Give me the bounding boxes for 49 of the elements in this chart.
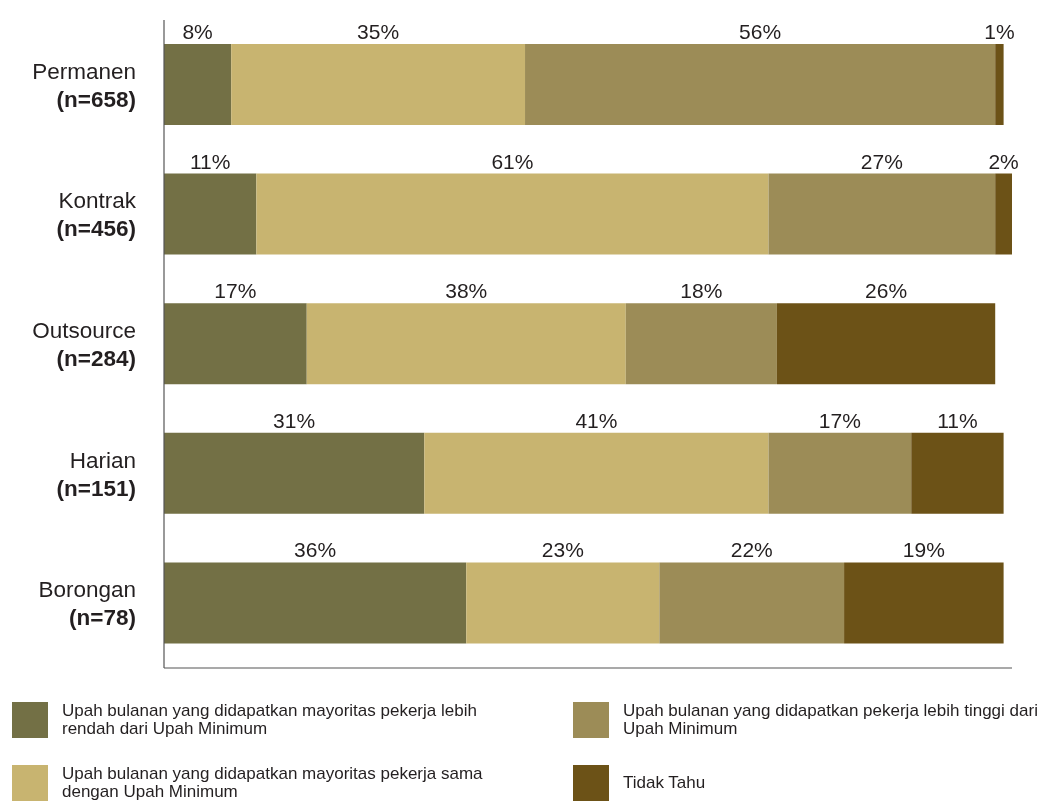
bar xyxy=(768,173,996,255)
bar xyxy=(768,432,912,514)
y-tick-label: Kontrak (n=456) xyxy=(56,188,137,242)
bar xyxy=(424,432,769,514)
bar xyxy=(256,173,769,255)
data-label: 36% xyxy=(294,538,337,562)
data-label: 31% xyxy=(273,408,316,432)
data-label: 18% xyxy=(680,279,723,303)
data-label: 2% xyxy=(988,149,1019,173)
bar xyxy=(466,562,660,644)
bar xyxy=(659,562,845,644)
data-label: 26% xyxy=(865,279,908,303)
bar xyxy=(995,44,1004,125)
bar xyxy=(844,562,1004,644)
bar xyxy=(995,173,1012,255)
data-label: 23% xyxy=(541,538,584,562)
data-label: 17% xyxy=(214,279,257,303)
y-tick-label: Harian (n=151) xyxy=(56,447,136,501)
data-label: 11% xyxy=(189,149,231,173)
y-tick-label: Borongan (n=78) xyxy=(38,577,136,631)
data-label: 19% xyxy=(902,538,945,562)
data-label: 22% xyxy=(730,538,773,562)
bar xyxy=(776,303,996,385)
data-label: 8% xyxy=(182,20,213,43)
data-label: 56% xyxy=(739,20,782,43)
bar xyxy=(164,562,467,644)
bar xyxy=(164,432,425,514)
data-label: 11% xyxy=(937,408,978,432)
y-tick-label: Permanen (n=658) xyxy=(32,58,136,112)
data-label: 38% xyxy=(445,279,488,303)
data-label: 41% xyxy=(575,408,618,432)
bar xyxy=(231,44,526,125)
data-label: 27% xyxy=(860,149,903,173)
legend-label: Tidak Tahu xyxy=(623,773,707,792)
bar xyxy=(164,173,257,255)
bar xyxy=(306,303,626,385)
legend-label: Upah bulanan yang didapatkan mayoritas pekerja lebih rendah dari Upah Minimum xyxy=(62,701,478,738)
bar xyxy=(164,44,232,125)
legend-label: Upah bulanan yang didapatkan pekerja lebih tinggi dari Upah Minimum xyxy=(623,701,1039,738)
bar xyxy=(525,44,996,125)
data-label: 35% xyxy=(357,20,400,43)
data-label: 17% xyxy=(818,408,861,432)
legend-label: Upah bulanan yang didapatkan mayoritas pekerja sama dengan Upah Minimum xyxy=(62,764,484,801)
y-tick-label: Outsource (n=284) xyxy=(32,318,136,371)
data-label: 1% xyxy=(984,20,1015,43)
bar xyxy=(164,303,307,385)
data-label: 61% xyxy=(491,149,534,173)
bar xyxy=(625,303,777,385)
bar xyxy=(911,432,1004,514)
